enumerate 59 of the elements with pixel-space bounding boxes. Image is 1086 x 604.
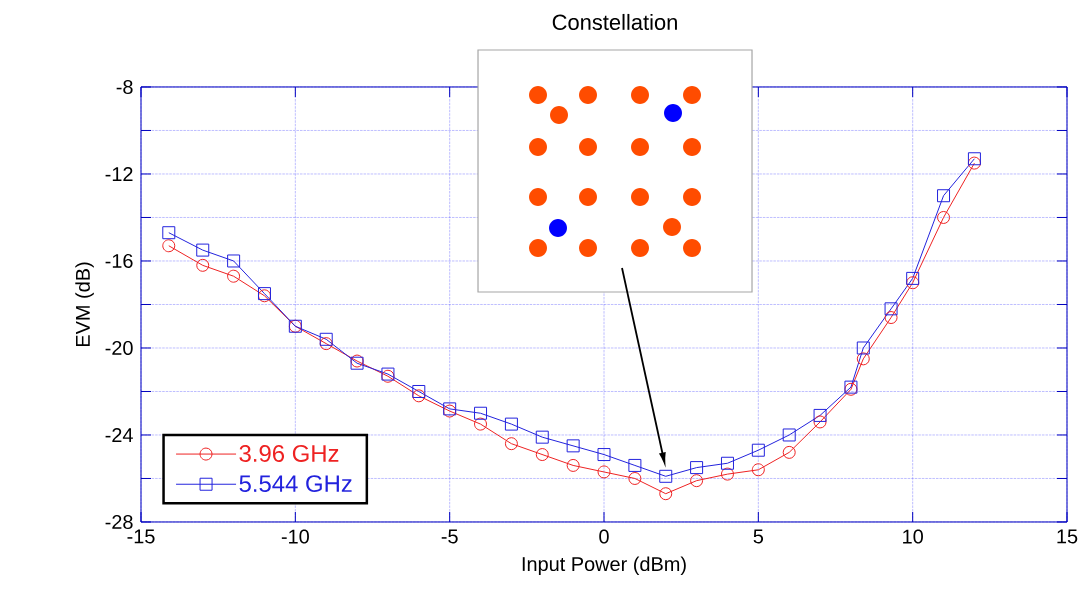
point bbox=[782, 445, 796, 459]
point bbox=[227, 269, 241, 283]
x-tick-label: 15 bbox=[1057, 529, 1078, 544]
text: Constellation bbox=[552, 13, 677, 31]
x-tick-label: -15 bbox=[127, 529, 155, 544]
point bbox=[720, 456, 734, 470]
point bbox=[535, 430, 549, 444]
point bbox=[751, 443, 765, 457]
point bbox=[906, 271, 920, 285]
point bbox=[884, 311, 898, 325]
legend-label: 3.96 GHz bbox=[239, 444, 339, 462]
y-tick-label: -20 bbox=[105, 340, 133, 356]
point bbox=[597, 448, 611, 462]
point bbox=[162, 239, 176, 253]
point bbox=[856, 352, 870, 366]
y-tick-label: -16 bbox=[105, 253, 133, 269]
point bbox=[690, 461, 704, 475]
y-axis-title: EVM (dB) bbox=[75, 262, 94, 347]
point bbox=[967, 156, 981, 170]
x-tick-label: 5 bbox=[753, 529, 764, 544]
point bbox=[720, 467, 734, 481]
point bbox=[319, 337, 333, 351]
y-tick-label: -24 bbox=[105, 428, 133, 442]
point bbox=[474, 417, 488, 431]
x-tick-label: -5 bbox=[441, 529, 458, 544]
point bbox=[196, 258, 210, 272]
point bbox=[412, 384, 426, 398]
point bbox=[628, 471, 642, 485]
point bbox=[659, 487, 673, 501]
point bbox=[659, 469, 673, 483]
y-tick-label: -28 bbox=[105, 514, 133, 530]
y-tick-label: -8 bbox=[116, 79, 133, 95]
point bbox=[535, 448, 549, 462]
point bbox=[782, 428, 796, 442]
point bbox=[937, 210, 951, 224]
x-axis-title: Input Power (dBm) bbox=[522, 556, 686, 576]
point bbox=[813, 415, 827, 429]
point bbox=[319, 332, 333, 346]
point bbox=[474, 406, 488, 420]
point bbox=[813, 408, 827, 422]
x-tick-label: -10 bbox=[281, 529, 309, 544]
x-tick-label: 10 bbox=[903, 529, 923, 544]
y-tick-label: -12 bbox=[105, 167, 133, 181]
point bbox=[690, 474, 704, 488]
point bbox=[196, 243, 210, 257]
legend-label: 5.544 GHz bbox=[239, 475, 352, 493]
point bbox=[504, 417, 518, 431]
point bbox=[751, 463, 765, 477]
point bbox=[566, 439, 580, 453]
point bbox=[504, 437, 518, 451]
point bbox=[162, 226, 176, 240]
point bbox=[856, 341, 870, 355]
point bbox=[597, 465, 611, 479]
point bbox=[884, 302, 898, 316]
x-tick-label: 0 bbox=[599, 529, 609, 544]
point bbox=[227, 254, 241, 268]
point bbox=[967, 152, 981, 166]
point bbox=[937, 189, 951, 203]
point bbox=[566, 458, 580, 472]
